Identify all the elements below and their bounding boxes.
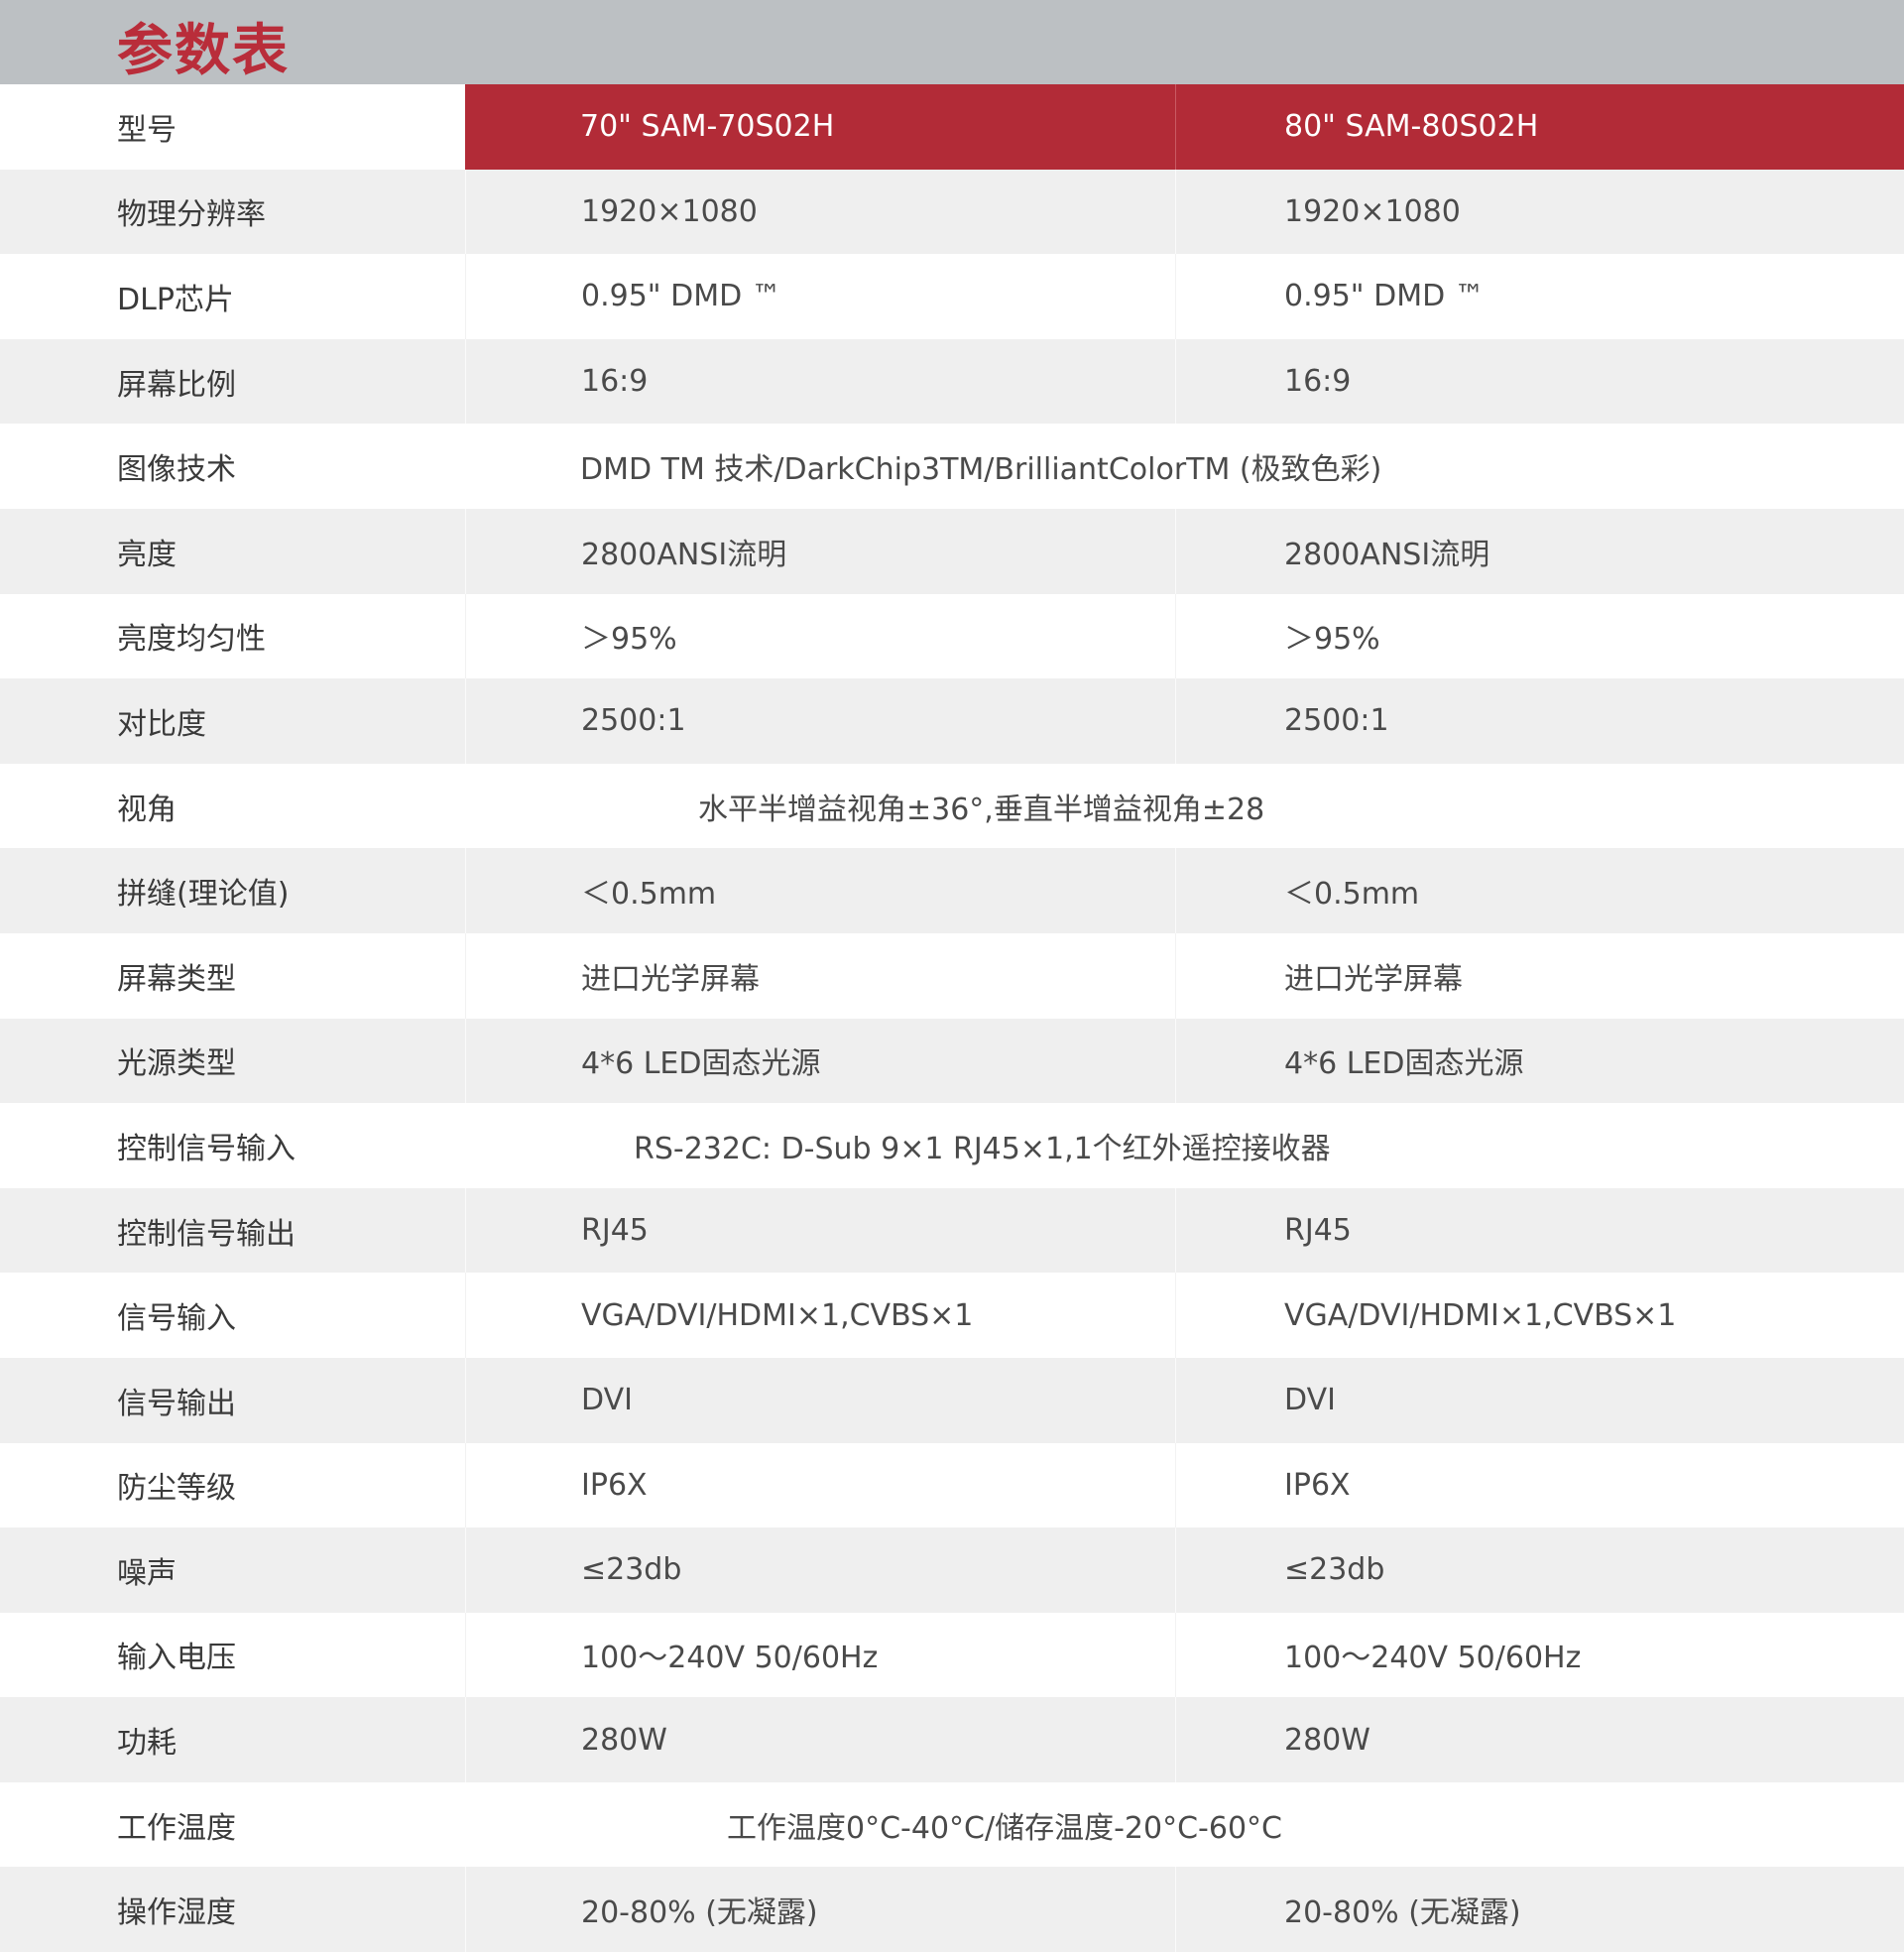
row-label: 图像技术 <box>117 452 236 488</box>
value-80: 2500:1 <box>1175 678 1904 764</box>
page-header: 参数表 <box>0 0 1904 84</box>
row-label: 信号输入 <box>117 1301 236 1337</box>
value-80: DVI <box>1175 1357 1904 1443</box>
table-row: 亮度均匀性 ＞95% ＞95% <box>0 593 1904 679</box>
row-label: 控制信号输出 <box>117 1216 296 1252</box>
table-row: 信号输出 DVI DVI <box>0 1357 1904 1443</box>
row-label: 控制信号输入 <box>117 1131 296 1166</box>
table-row: 物理分辨率 1920×1080 1920×1080 <box>0 169 1904 255</box>
value-80: 16:9 <box>1175 338 1904 425</box>
value-70: 4*6 LED固态光源 <box>465 1018 1175 1104</box>
row-label: 亮度均匀性 <box>117 622 266 658</box>
value-80: 20-80% (无凝露) <box>1175 1867 1904 1952</box>
table-row: 噪声 ≤23db ≤23db <box>0 1527 1904 1613</box>
row-label: 操作湿度 <box>117 1895 236 1931</box>
row-label: 防尘等级 <box>117 1471 236 1507</box>
row-label: 工作温度 <box>117 1810 236 1846</box>
table-row: 拼缝(理论值) ＜0.5mm ＜0.5mm <box>0 848 1904 933</box>
value-70: 0.95" DMD ™ <box>465 254 1175 339</box>
value-70: 2500:1 <box>465 678 1175 764</box>
row-label: 输入电压 <box>117 1641 236 1676</box>
value-80: 2800ANSI流明 <box>1175 508 1904 594</box>
value-70: 2800ANSI流明 <box>465 508 1175 594</box>
table-row: 图像技术 DMD TM 技术/DarkChip3TM/BrilliantColor… <box>0 424 1904 509</box>
table-row: 输入电压 100～240V 50/60Hz 100～240V 50/60Hz <box>0 1612 1904 1698</box>
value-70: ≤23db <box>465 1527 1175 1613</box>
table-row: 控制信号输入 RS-232C: D-Sub 9×1 RJ45×1,1个红外遥控接收… <box>0 1103 1904 1188</box>
table-row: 屏幕比例 16:9 16:9 <box>0 338 1904 425</box>
table-row: 屏幕类型 进口光学屏幕 进口光学屏幕 <box>0 932 1904 1019</box>
table-row: 信号输入 VGA/DVI/HDMI×1,CVBS×1 VGA/DVI/HDMI×1,… <box>0 1273 1904 1358</box>
row-label: 视角 <box>117 792 177 827</box>
value-70: VGA/DVI/HDMI×1,CVBS×1 <box>465 1273 1175 1358</box>
page-title: 参数表 <box>117 19 290 83</box>
row-label: 拼缝(理论值) <box>117 877 290 913</box>
value-80: ＞95% <box>1175 593 1904 679</box>
row-label: 对比度 <box>117 706 206 742</box>
spanning-value: 工作温度0°C-40°C/储存温度-20°C-60°C <box>727 1810 1282 1846</box>
model-row: 型号 70" SAM-70S02H 80" SAM-80S02H <box>0 84 1904 170</box>
spanning-value: 水平半增益视角±36°,垂直半增益视角±28 <box>698 792 1265 827</box>
value-70: 16:9 <box>465 338 1175 425</box>
row-label: 功耗 <box>117 1726 177 1762</box>
value-80: 0.95" DMD ™ <box>1175 254 1904 339</box>
value-70: 100～240V 50/60Hz <box>465 1612 1175 1698</box>
table-row: 防尘等级 IP6X IP6X <box>0 1442 1904 1528</box>
row-label: 屏幕类型 <box>117 961 236 997</box>
row-label: DLP芯片 <box>117 282 234 317</box>
value-70: 进口光学屏幕 <box>465 932 1175 1019</box>
table-row: 操作湿度 20-80% (无凝露) 20-80% (无凝露) <box>0 1867 1904 1952</box>
value-80: 4*6 LED固态光源 <box>1175 1018 1904 1104</box>
model-80-header: 80" SAM-80S02H <box>1175 84 1904 170</box>
row-label: 信号输出 <box>117 1386 236 1421</box>
value-80: ＜0.5mm <box>1175 848 1904 933</box>
value-70: ＞95% <box>465 593 1175 679</box>
value-80: RJ45 <box>1175 1187 1904 1274</box>
row-label: 光源类型 <box>117 1046 236 1082</box>
table-row: 视角 水平半增益视角±36°,垂直半增益视角±28 <box>0 763 1904 849</box>
table-row: 对比度 2500:1 2500:1 <box>0 678 1904 764</box>
value-80: VGA/DVI/HDMI×1,CVBS×1 <box>1175 1273 1904 1358</box>
spanning-value: DMD TM 技术/DarkChip3TM/BrilliantColorTM (… <box>580 452 1382 488</box>
table-row: 控制信号输出 RJ45 RJ45 <box>0 1187 1904 1274</box>
table-row: 功耗 280W 280W <box>0 1697 1904 1782</box>
value-80: 280W <box>1175 1697 1904 1782</box>
value-70: 20-80% (无凝露) <box>465 1867 1175 1952</box>
model-70-header: 70" SAM-70S02H <box>465 84 1175 170</box>
value-80: ≤23db <box>1175 1527 1904 1613</box>
table-row: DLP芯片 0.95" DMD ™ 0.95" DMD ™ <box>0 254 1904 339</box>
table-row: 亮度 2800ANSI流明 2800ANSI流明 <box>0 508 1904 594</box>
table-row: 工作温度 工作温度0°C-40°C/储存温度-20°C-60°C <box>0 1781 1904 1868</box>
row-label: 噪声 <box>117 1555 177 1591</box>
row-label: 屏幕比例 <box>117 367 236 403</box>
table-row: 光源类型 4*6 LED固态光源 4*6 LED固态光源 <box>0 1018 1904 1104</box>
row-label: 物理分辨率 <box>117 197 266 233</box>
value-70: 280W <box>465 1697 1175 1782</box>
value-80: 进口光学屏幕 <box>1175 932 1904 1019</box>
value-70: IP6X <box>465 1442 1175 1528</box>
value-70: ＜0.5mm <box>465 848 1175 933</box>
row-label: 型号 <box>117 112 177 148</box>
spanning-value: RS-232C: D-Sub 9×1 RJ45×1,1个红外遥控接收器 <box>634 1131 1331 1166</box>
value-80: IP6X <box>1175 1442 1904 1528</box>
value-80: 100～240V 50/60Hz <box>1175 1612 1904 1698</box>
row-label: 亮度 <box>117 537 177 572</box>
value-70: 1920×1080 <box>465 169 1175 255</box>
value-80: 1920×1080 <box>1175 169 1904 255</box>
value-70: RJ45 <box>465 1187 1175 1274</box>
value-70: DVI <box>465 1357 1175 1443</box>
spec-table: 物理分辨率 1920×1080 1920×1080 DLP芯片 0.95" DMD ™ 0… <box>0 169 1904 1952</box>
